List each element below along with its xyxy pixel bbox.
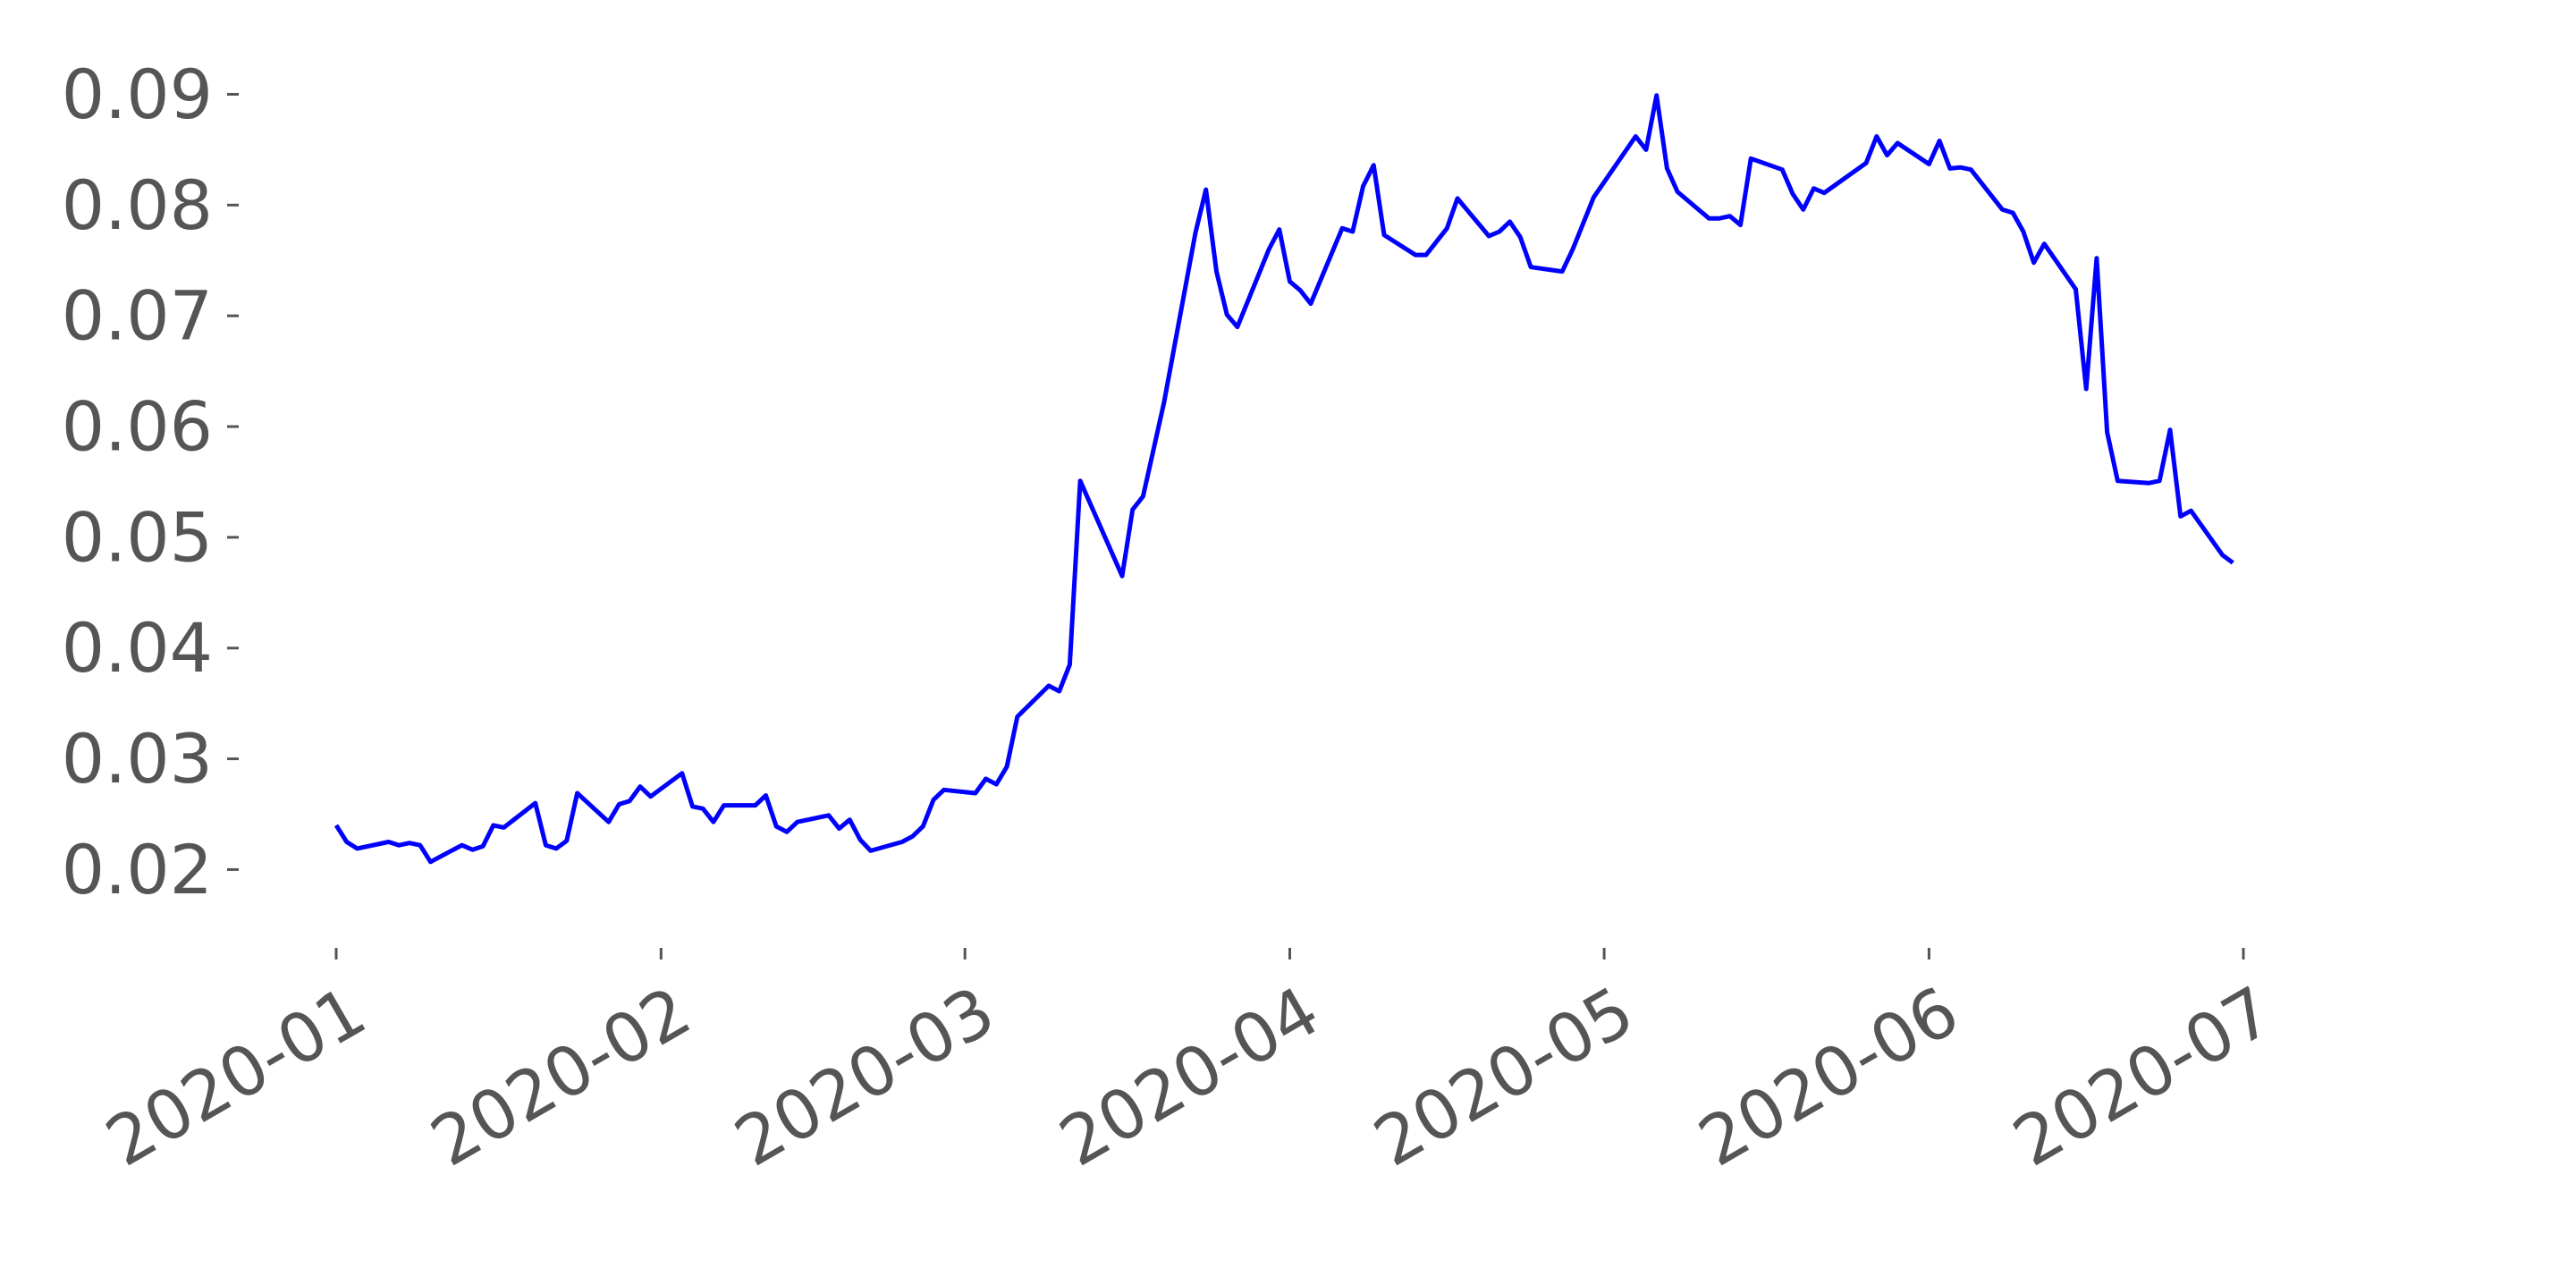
series-group bbox=[334, 93, 2234, 865]
y-tick-label: 0.06 bbox=[62, 387, 213, 467]
x-axis: 2020-01 2020-02 2020-03 2020-04 2020-05 2020-… bbox=[93, 948, 2286, 1182]
x-tick-label: 2020-02 bbox=[418, 971, 704, 1182]
y-tick-label: 0.04 bbox=[62, 608, 213, 688]
y-tick-label: 0.09 bbox=[62, 55, 213, 134]
x-tick-label: 2020-05 bbox=[1361, 971, 1647, 1182]
y-tick-label: 0.02 bbox=[62, 830, 213, 909]
x-tick-label: 2020-06 bbox=[1685, 971, 1972, 1182]
x-tick-label: 2020-07 bbox=[2000, 971, 2286, 1182]
y-tick-label: 0.07 bbox=[62, 276, 213, 356]
y-tick-label: 0.08 bbox=[62, 165, 213, 245]
x-tick-label: 2020-03 bbox=[722, 971, 1008, 1182]
y-axis: 0.02 0.03 0.04 0.05 0.06 0.07 0.08 0.09 bbox=[62, 55, 239, 909]
y-tick-label: 0.05 bbox=[62, 497, 213, 577]
x-tick-label: 2020-01 bbox=[93, 971, 379, 1182]
y-tick-label: 0.03 bbox=[62, 719, 213, 799]
x-tick-label: 2020-04 bbox=[1046, 971, 1332, 1182]
series-line bbox=[334, 93, 2234, 865]
